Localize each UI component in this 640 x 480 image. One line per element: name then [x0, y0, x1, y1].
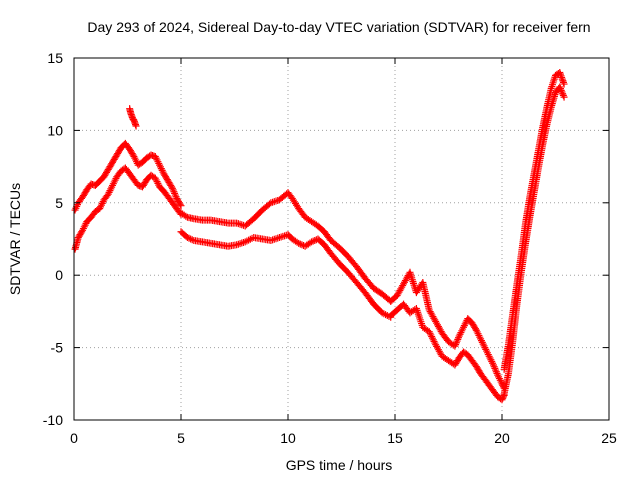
data-point-interp [452, 340, 460, 348]
data-point-interp [171, 191, 179, 199]
y-tick-label: -5 [51, 340, 64, 356]
data-point-interp [430, 337, 438, 345]
data-point [556, 83, 564, 91]
y-tick-label: 10 [47, 122, 63, 138]
data-point-interp [187, 235, 195, 243]
data-point [560, 80, 568, 88]
y-axis-label: SDTVAR / TECUs [7, 183, 23, 295]
data-point-interp [428, 334, 436, 342]
data-point-interp [493, 369, 501, 377]
y-tick-label: 5 [55, 195, 63, 211]
data-point-interp [471, 325, 479, 333]
x-tick-label: 5 [177, 430, 185, 446]
data-point-interp [558, 88, 566, 96]
data-point-interp [559, 78, 567, 86]
x-tick-label: 15 [387, 430, 403, 446]
y-tick-label: -10 [43, 412, 63, 428]
data-point-interp [454, 335, 462, 343]
x-tick-label: 20 [494, 430, 510, 446]
data-point [177, 202, 185, 210]
data-point-interp [176, 200, 184, 208]
grid [74, 58, 609, 420]
data-point-interp [556, 85, 564, 93]
data-point-interp [491, 364, 499, 372]
data-point-interp [559, 91, 567, 99]
data-point-interp [169, 186, 177, 194]
data-point [489, 361, 497, 369]
data-point-interp [453, 337, 461, 345]
data-point-interp [426, 329, 434, 337]
x-axis-label: GPS time / hours [286, 457, 393, 473]
data-point [451, 342, 459, 350]
data-point-interp [170, 188, 178, 196]
data-point-interp [490, 363, 498, 371]
chart-title: Day 293 of 2024, Sidereal Day-to-day VTE… [87, 19, 590, 35]
data-point [183, 234, 191, 242]
data-point-interp [558, 73, 566, 81]
data-point [556, 68, 564, 76]
data-point-interp [557, 86, 565, 94]
data-point-interp [188, 236, 196, 244]
data-point-interp [452, 339, 460, 347]
data-point [132, 122, 140, 130]
data-point [168, 184, 176, 192]
data-points [71, 68, 568, 404]
data-point-interp [454, 334, 462, 342]
data-point-interp [559, 90, 567, 98]
data-point-interp [556, 70, 564, 78]
axis-ticks: 0 5 10 15 20 25 -10 -5 0 5 10 15 [43, 50, 617, 446]
data-point-interp [171, 189, 179, 197]
data-point-interp [429, 336, 437, 344]
data-point-interp [172, 193, 180, 201]
data-point-interp [428, 333, 436, 341]
data-point-interp [129, 151, 137, 159]
x-tick-label: 0 [70, 430, 78, 446]
y-tick-label: 15 [47, 50, 63, 66]
y-tick-label: 0 [55, 267, 63, 283]
data-point [560, 93, 568, 101]
data-point-interp [185, 234, 193, 242]
data-point-interp [431, 339, 439, 347]
data-point-interp [182, 212, 190, 220]
data-point-interp [558, 75, 566, 83]
data-point-interp [309, 237, 317, 245]
data-point-interp [492, 368, 500, 376]
data-point-interp [492, 366, 500, 374]
data-point-interp [559, 77, 567, 85]
data-point [308, 238, 316, 246]
data-point [295, 239, 303, 247]
data-point-interp [557, 72, 565, 80]
data-point [425, 328, 433, 336]
data-point-interp [168, 183, 176, 191]
x-tick-label: 10 [280, 430, 296, 446]
plot-frame [73, 57, 610, 421]
data-point-interp [78, 228, 86, 236]
data-point-interp [296, 240, 304, 248]
data-point-interp [427, 331, 435, 339]
x-tick-label: 25 [601, 430, 617, 446]
